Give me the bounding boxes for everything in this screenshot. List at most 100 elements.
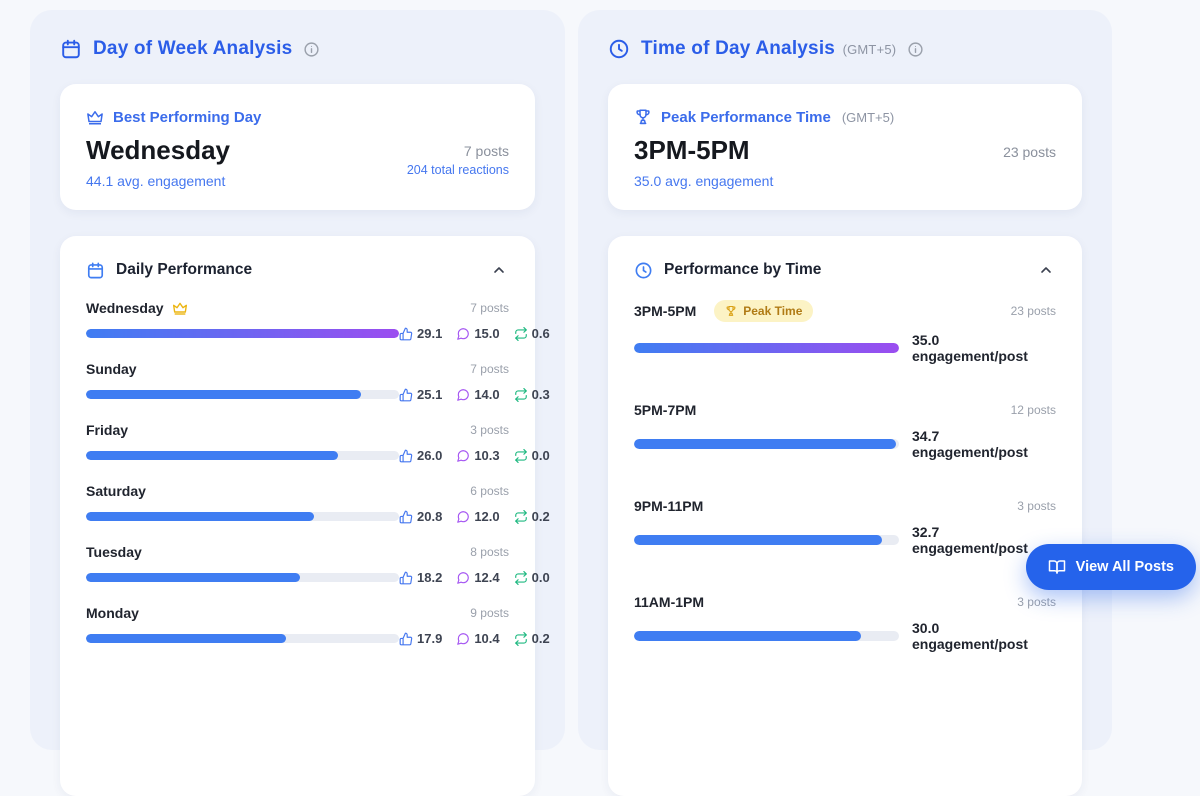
thumbs-up-icon [399,449,413,463]
view-all-posts-button[interactable]: View All Posts [1025,544,1196,590]
likes-stat: 25.1 [399,387,442,402]
likes-stat: 29.1 [399,326,442,341]
day-name: Monday [86,605,139,621]
trophy-icon [634,108,652,126]
day-row-bar-line: 26.0 10.3 0.0 [86,448,550,463]
shares-stat: 0.0 [514,570,550,585]
shares-stat: 0.0 [514,448,550,463]
shares-value: 0.0 [531,448,550,463]
day-row-top: Friday 3 posts [86,422,509,438]
day-row: Sunday 7 posts 25.1 14.0 0.3 [86,361,550,402]
bar-fill [634,535,882,545]
engagement-value: 35.0 engagement/post [912,332,1028,364]
day-row-stats: 20.8 12.0 0.2 [399,509,550,524]
day-name: Friday [86,422,129,438]
comments-stat: 10.3 [456,448,500,463]
chevron-up-icon[interactable] [489,260,509,280]
time-row-top: 11AM-1PM 3 posts [634,594,1056,610]
info-icon[interactable] [303,41,320,58]
day-row: Friday 3 posts 26.0 10.3 0.0 [86,422,550,463]
thumbs-up-icon [399,510,413,524]
time-range: 11AM-1PM [634,594,705,610]
likes-value: 26.0 [417,448,443,463]
comment-icon [456,449,470,463]
best-day-label: Best Performing Day [113,108,262,126]
clock-icon [608,38,630,60]
comments-value: 10.4 [474,631,500,646]
day-row-bar-line: 18.2 12.4 0.0 [86,570,550,585]
bar-fill [86,390,361,399]
time-row-bar-line: 32.7 engagement/post [634,524,1056,556]
crown-icon [86,108,104,126]
day-row-stats: 17.9 10.4 0.2 [399,631,550,646]
likes-value: 17.9 [417,631,443,646]
daily-performance-card: Daily Performance Wednesday 7 posts 29.1 [60,236,550,796]
day-row-stats: 29.1 15.0 0.6 [399,326,550,341]
comments-value: 15.0 [474,326,500,341]
info-icon[interactable] [907,41,924,58]
peak-time-posts: 23 posts [1003,144,1056,160]
shares-value: 0.2 [531,509,550,524]
bar-track [86,451,399,460]
engagement-value: 32.7 engagement/post [912,524,1028,556]
thumbs-up-icon [399,327,413,341]
day-name: Saturday [86,483,146,499]
likes-stat: 20.8 [399,509,442,524]
bar-track [634,439,899,449]
bar-track [86,634,399,643]
timezone-label: (GMT+5) [841,109,895,125]
time-row-label: 9PM-11PM [634,498,703,514]
repeat-share-icon [514,387,528,402]
time-row-top: 3PM-5PM Peak Time 23 posts [634,300,1056,322]
view-all-posts-label: View All Posts [1075,559,1174,575]
comments-stat: 12.0 [456,509,500,524]
thumbs-up-icon [399,632,413,646]
chevron-up-icon[interactable] [1036,260,1056,280]
peak-time-label-row: Peak Performance Time (GMT+5) [634,108,894,126]
day-row-top: Saturday 6 posts [86,483,509,499]
performance-by-time-title: Performance by Time [664,261,822,278]
time-panel-header: Time of Day Analysis (GMT+5) [608,38,1082,60]
bar-track [86,512,399,521]
comments-value: 10.3 [474,448,500,463]
shares-value: 0.0 [531,570,550,585]
time-row-label: 3PM-5PM Peak Time [634,300,814,322]
thumbs-up-icon [399,571,413,585]
day-row-top: Monday 9 posts [86,605,509,621]
day-row-bar-line: 25.1 14.0 0.3 [86,387,550,402]
time-panel-title-text: Time of Day Analysis [641,38,836,59]
day-row-stats: 25.1 14.0 0.3 [399,387,550,402]
comment-icon [456,571,470,585]
day-row-label: Wednesday [86,300,188,316]
time-row-posts: 3 posts [1017,499,1056,513]
best-day-engagement: 44.1 avg. engagement [86,173,226,189]
clock-icon [634,261,653,280]
day-row-bar-line: 29.1 15.0 0.6 [86,326,550,341]
time-row: 5PM-7PM 12 posts 34.7 engagement/post [634,402,1056,460]
daily-performance-header: Daily Performance [86,260,509,280]
peak-time-engagement: 35.0 avg. engagement [634,173,774,189]
day-name: Tuesday [86,544,142,560]
day-row-label: Monday [86,605,139,621]
best-day-label-row: Best Performing Day [86,108,261,126]
comment-icon [456,510,470,524]
repeat-share-icon [514,570,528,585]
day-name: Wednesday [86,300,164,316]
best-day-reactions: 204 total reactions [406,163,509,177]
day-row-top: Tuesday 8 posts [86,544,509,560]
day-row-posts: 6 posts [470,484,509,498]
likes-value: 25.1 [417,387,443,402]
crown-icon [172,300,188,316]
performance-by-time-card: Performance by Time 3PM-5PM Peak Time 23… [608,236,1082,796]
likes-stat: 26.0 [399,448,442,463]
comments-value: 14.0 [474,387,500,402]
calendar-icon [60,38,82,60]
day-row-stats: 26.0 10.3 0.0 [399,448,550,463]
best-day-posts: 7 posts [463,143,509,159]
bar-fill [86,512,314,521]
time-row-bar-line: 35.0 engagement/post [634,332,1056,364]
day-row-label: Tuesday [86,544,142,560]
timezone-label: (GMT+5) [842,42,897,57]
repeat-share-icon [514,448,528,463]
best-performing-day-card: Best Performing Day Wednesday 44.1 avg. … [60,84,535,210]
